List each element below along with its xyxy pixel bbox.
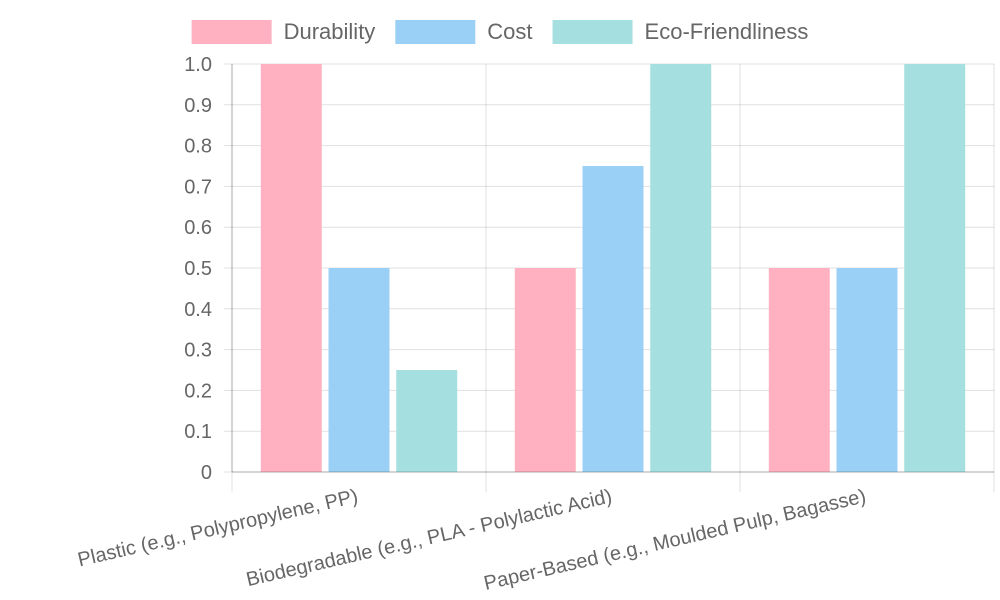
y-tick-label: 0.6 <box>184 217 212 239</box>
legend-item-cost[interactable]: Cost <box>395 19 533 44</box>
y-tick-label: 0.3 <box>184 340 212 362</box>
x-axis-ticks: Plastic (e.g., Polypropylene, PP)Biodegr… <box>76 485 868 594</box>
bar-eco-friendliness-2 <box>650 64 712 472</box>
y-axis-ticks: 0 0.1 0.2 0.3 0.4 0.5 0.6 0.7 0.8 0.9 1.0 <box>184 54 212 484</box>
y-tick-label: 0 <box>201 462 212 484</box>
legend-label: Cost <box>487 19 532 44</box>
y-tick-label: 0.7 <box>184 176 212 198</box>
bar-cost-3 <box>836 268 898 472</box>
legend-label: Eco-Friendliness <box>645 19 809 44</box>
y-tick-label: 0.4 <box>184 299 212 321</box>
bar-eco-friendliness-3 <box>904 64 966 472</box>
chart-legend: Durability Cost Eco-Friendliness <box>191 19 809 44</box>
chart-axes <box>231 64 994 473</box>
legend-swatch <box>395 20 476 44</box>
legend-swatch <box>552 20 633 44</box>
legend-swatch <box>191 20 272 44</box>
bar-cost-1 <box>328 268 390 472</box>
bar-cost-2 <box>582 166 644 472</box>
y-tick-label: 0.9 <box>184 95 212 117</box>
y-tick-label: 0.8 <box>184 136 212 158</box>
y-tick-label: 0.2 <box>184 380 212 402</box>
bar-durability-3 <box>768 268 830 472</box>
bar-durability-1 <box>260 64 322 472</box>
y-tick-label: 0.5 <box>184 258 212 280</box>
legend-item-durability[interactable]: Durability <box>191 19 376 44</box>
y-tick-label: 1.0 <box>184 54 212 76</box>
chart-bars <box>260 64 966 472</box>
y-tick-label: 0.1 <box>184 421 212 443</box>
legend-item-eco-friendliness[interactable]: Eco-Friendliness <box>552 19 809 44</box>
bar-durability-2 <box>514 268 576 472</box>
bar-eco-friendliness-1 <box>396 370 458 472</box>
legend-label: Durability <box>284 19 376 44</box>
